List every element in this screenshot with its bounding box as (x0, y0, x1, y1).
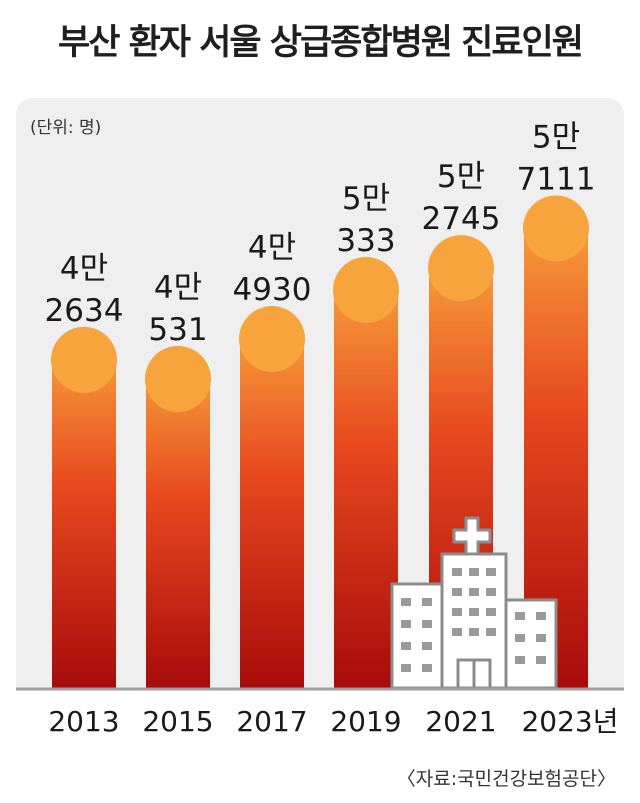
bar-head (428, 235, 494, 302)
bar (146, 357, 210, 689)
bar-head (523, 195, 589, 262)
bar-head (51, 326, 117, 393)
data-label: 7111 (517, 161, 596, 197)
bar (334, 267, 398, 689)
data-label: 531 (148, 312, 207, 348)
bars-group (51, 195, 589, 689)
data-label: 5만 (532, 119, 580, 155)
x-tick-label: 2019 (330, 705, 401, 738)
chart-title: 부산 환자 서울 상급종합병원 진료인원 (58, 23, 584, 63)
chart-panel (16, 98, 624, 690)
bar-head (239, 306, 305, 373)
unit-label: (단위: 명) (30, 118, 102, 138)
source-note: 〈자료:국민건강보험공단〉 (396, 768, 616, 790)
data-label: 2745 (422, 201, 501, 237)
x-tick-label: 2013 (48, 705, 119, 738)
data-label: 5만 (342, 181, 390, 217)
data-label: 2634 (45, 293, 124, 329)
hospital-building-icon (390, 516, 558, 690)
data-label: 4만 (154, 270, 202, 306)
bar-head (333, 256, 399, 323)
labels-group: 4만 2634 2013 4만 531 2015 4만 4930 2017 5만 333 2019 5만… (45, 119, 619, 738)
bar (240, 317, 304, 689)
x-tick-label: 2021 (425, 705, 496, 738)
x-tick-label: 2023년 (521, 705, 618, 738)
data-label: 4930 (233, 272, 312, 308)
data-label: 5만 (437, 159, 485, 195)
data-label: 4만 (248, 230, 296, 266)
x-tick-label: 2017 (236, 705, 307, 738)
bar-chart: 4만 2634 2013 4만 531 2015 4만 4930 2017 5만 333 2019 5만… (16, 119, 624, 738)
data-label: 333 (336, 223, 395, 259)
data-label: 4만 (60, 251, 108, 287)
bar (52, 337, 116, 689)
bar-head (145, 346, 211, 412)
x-tick-label: 2015 (142, 705, 213, 738)
bar (524, 206, 588, 689)
